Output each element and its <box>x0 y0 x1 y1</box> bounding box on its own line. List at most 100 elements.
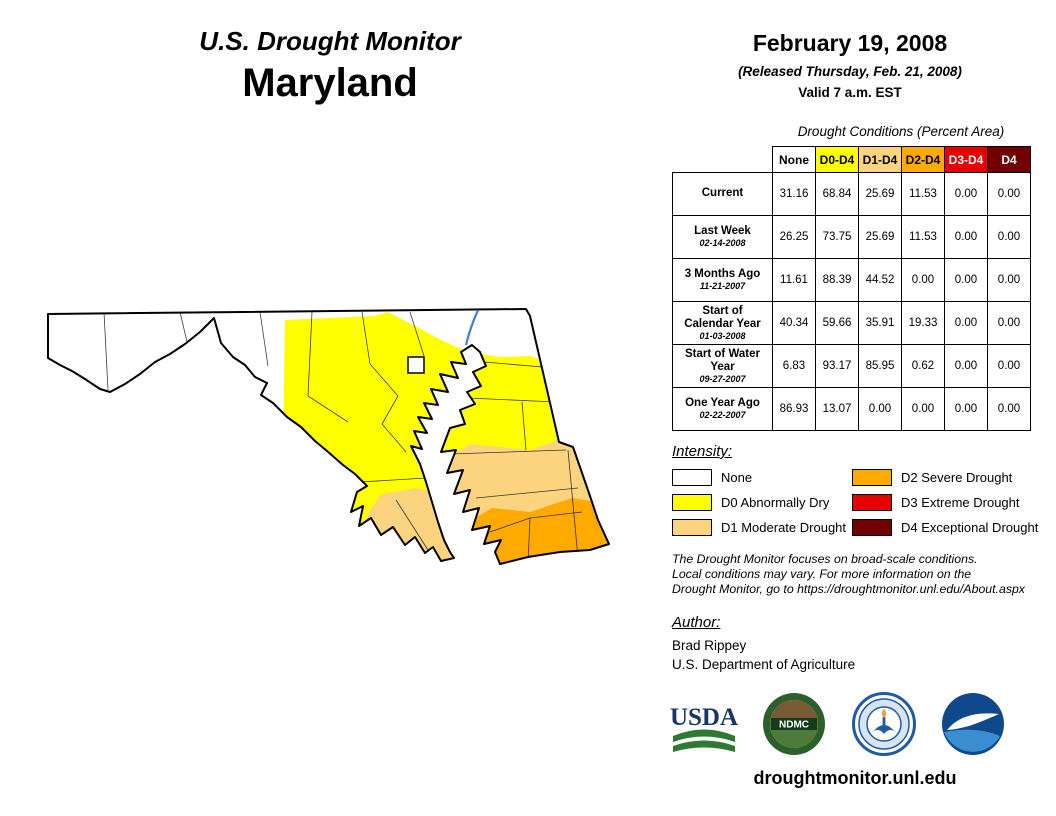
value-cell: 0.00 <box>901 258 945 302</box>
value-cell: 0.00 <box>944 172 988 216</box>
value-cell: 0.00 <box>944 387 988 431</box>
row-date: 09-27-2007 <box>699 374 746 385</box>
author-title: Author: <box>672 614 721 631</box>
ndmc-logo-text: NDMC <box>779 720 809 731</box>
legend-swatch-none <box>672 469 712 486</box>
table-row-start-calendar-year: Start of Calendar Year 01-03-2008 40.34 5… <box>672 301 1031 345</box>
maryland-drought-map <box>47 308 610 565</box>
row-date: 02-22-2007 <box>699 410 746 421</box>
table-corner-cell <box>672 146 773 173</box>
valid-time: Valid 7 a.m. EST <box>798 85 902 100</box>
state-outline <box>47 308 610 565</box>
value-cell: 6.83 <box>772 344 816 388</box>
value-cell: 25.69 <box>858 215 902 259</box>
legend-swatch-d1 <box>672 519 712 536</box>
table-header-row: None D0-D4 D1-D4 D2-D4 D3-D4 D4 <box>672 146 1031 173</box>
row-label-cell: Last Week 02-14-2008 <box>672 215 773 259</box>
usda-logo: USDA <box>670 700 738 763</box>
seal-flame-icon <box>881 709 887 718</box>
noaa-sea <box>944 729 1000 752</box>
county-lines <box>103 311 583 564</box>
usda-swoosh-icon <box>673 740 735 752</box>
disclaimer-line: The Drought Monitor focuses on broad-sca… <box>672 552 978 566</box>
value-cell: 13.07 <box>815 387 859 431</box>
value-cell: 0.00 <box>944 301 988 345</box>
value-cell: 88.39 <box>815 258 859 302</box>
row-date: 11-21-2007 <box>699 281 746 292</box>
value-cell: 0.00 <box>944 215 988 259</box>
value-cell: 93.17 <box>815 344 859 388</box>
legend-label: D4 Exceptional Drought <box>901 520 1039 535</box>
baltimore-city-marker <box>407 356 425 374</box>
value-cell: 73.75 <box>815 215 859 259</box>
col-header-d2d4: D2-D4 <box>901 146 945 173</box>
legend-label: None <box>721 470 753 485</box>
legend-swatch-d4 <box>852 519 892 536</box>
drought-conditions-table: None D0-D4 D1-D4 D2-D4 D3-D4 D4 Current … <box>672 146 1031 431</box>
disclaimer-line: Local conditions may vary. For more info… <box>672 567 972 581</box>
row-label-cell: Start of Water Year 09-27-2007 <box>672 344 773 388</box>
value-cell: 0.00 <box>901 387 945 431</box>
table-row-current: Current 31.16 68.84 25.69 11.53 0.00 0.0… <box>672 172 1031 216</box>
row-label: One Year Ago <box>685 397 760 410</box>
legend-item-d0: D0 Abnormally Dry <box>672 494 829 511</box>
legend-item-d3: D3 Extreme Drought <box>852 494 1020 511</box>
table-title: Drought Conditions (Percent Area) <box>797 124 1005 139</box>
author-name: Brad Rippey <box>672 638 747 653</box>
disclaimer-line: Drought Monitor, go to https://droughtmo… <box>672 582 1025 596</box>
row-label-cell: Start of Calendar Year 01-03-2008 <box>672 301 773 345</box>
col-header-d4: D4 <box>987 146 1031 173</box>
value-cell: 40.34 <box>772 301 816 345</box>
table-row-3-months-ago: 3 Months Ago 11-21-2007 11.61 88.39 44.52… <box>672 258 1031 302</box>
value-cell: 0.62 <box>901 344 945 388</box>
col-header-d1d4: D1-D4 <box>858 146 902 173</box>
legend-swatch-d0 <box>672 494 712 511</box>
row-label: Start of Calendar Year <box>684 304 761 330</box>
legend-title: Intensity: <box>672 443 733 460</box>
value-cell: 68.84 <box>815 172 859 216</box>
ndmc-logo-icon: NDMC <box>763 693 825 755</box>
legend-item-d1: D1 Moderate Drought <box>672 519 846 536</box>
value-cell: 59.66 <box>815 301 859 345</box>
value-cell: 35.91 <box>858 301 902 345</box>
value-cell: 85.95 <box>858 344 902 388</box>
usda-logo-text: USDA <box>670 704 738 731</box>
value-cell: 0.00 <box>944 344 988 388</box>
legend-label: D1 Moderate Drought <box>721 520 847 535</box>
legend-item-d2: D2 Severe Drought <box>852 469 1012 486</box>
seal-eagle-icon <box>873 725 895 734</box>
value-cell: 0.00 <box>987 258 1031 302</box>
author-org: U.S. Department of Agriculture <box>672 657 856 672</box>
value-cell: 25.69 <box>858 172 902 216</box>
value-cell: 0.00 <box>987 215 1031 259</box>
page-title: U.S. Drought Monitor <box>199 26 461 56</box>
value-cell: 11.61 <box>772 258 816 302</box>
value-cell: 11.53 <box>901 172 945 216</box>
value-cell: 0.00 <box>987 172 1031 216</box>
row-label: 3 Months Ago <box>684 268 761 281</box>
seal-torch <box>882 717 886 727</box>
legend-item-none: None <box>672 469 752 486</box>
noaa-logo-icon <box>942 693 1004 755</box>
row-label-cell: One Year Ago 02-22-2007 <box>672 387 773 431</box>
state-name: Maryland <box>242 61 418 105</box>
row-date: 01-03-2008 <box>699 331 746 342</box>
value-cell: 0.00 <box>944 258 988 302</box>
row-label: Start of Water Year <box>685 347 760 373</box>
value-cell: 0.00 <box>987 301 1031 345</box>
noaa-gull-icon <box>947 713 999 730</box>
legend-item-d4: D4 Exceptional Drought <box>852 519 1038 536</box>
legend-label: D0 Abnormally Dry <box>721 495 830 510</box>
table-row-last-week: Last Week 02-14-2008 26.25 73.75 25.69 11… <box>672 215 1031 259</box>
value-cell: 0.00 <box>987 387 1031 431</box>
col-header-d0d4: D0-D4 <box>815 146 859 173</box>
usda-logo-icon: USDA <box>670 704 738 752</box>
row-label: Current <box>701 187 744 200</box>
footer-url: droughtmonitor.unl.edu <box>753 768 957 788</box>
noaa-logo <box>941 692 1005 761</box>
row-label-cell: Current <box>672 172 773 216</box>
usda-swoosh-icon <box>673 729 735 742</box>
value-cell: 0.00 <box>858 387 902 431</box>
row-label-cell: 3 Months Ago 11-21-2007 <box>672 258 773 302</box>
